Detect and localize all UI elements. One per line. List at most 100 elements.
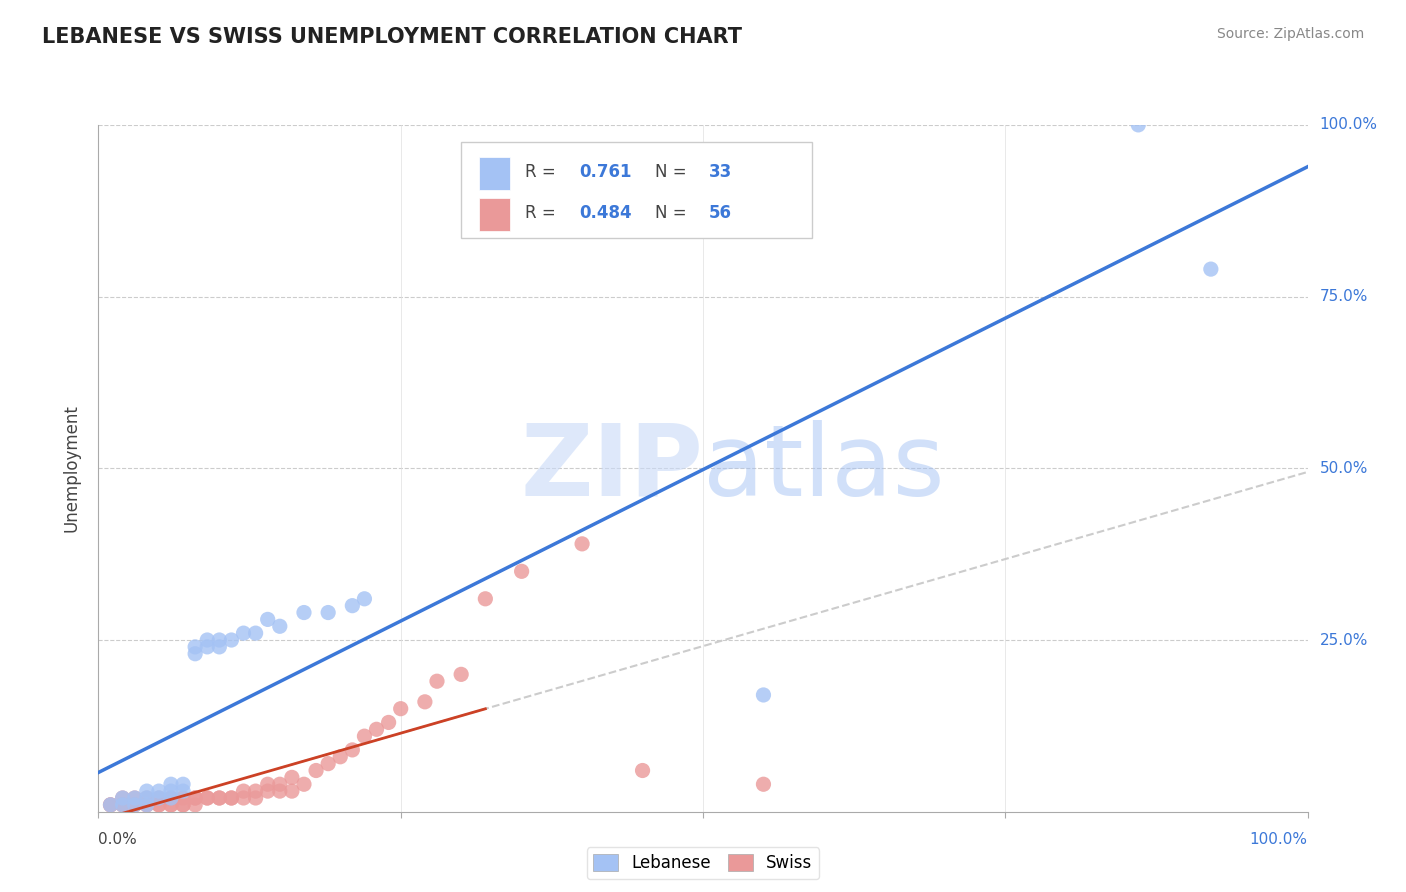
Text: ZIP: ZIP — [520, 420, 703, 516]
Point — [135, 797, 157, 812]
Text: 50.0%: 50.0% — [1320, 461, 1368, 475]
Point — [100, 797, 122, 812]
Text: Source: ZipAtlas.com: Source: ZipAtlas.com — [1216, 27, 1364, 41]
Point — [752, 777, 775, 791]
Point — [172, 797, 194, 812]
Text: 56: 56 — [709, 203, 733, 222]
Point — [148, 791, 170, 805]
Point — [111, 791, 134, 805]
Text: 0.0%: 0.0% — [98, 832, 138, 847]
Point — [148, 791, 170, 805]
Point — [329, 749, 352, 764]
Point — [245, 784, 267, 798]
Point — [413, 695, 436, 709]
Text: 0.761: 0.761 — [579, 162, 633, 180]
Point — [281, 770, 304, 785]
Point — [571, 537, 593, 551]
Point — [111, 797, 134, 812]
Point — [366, 723, 388, 737]
Point — [208, 640, 231, 654]
Point — [232, 791, 254, 805]
Text: 100.0%: 100.0% — [1320, 118, 1378, 132]
Point — [221, 791, 243, 805]
Point — [1199, 262, 1222, 277]
Y-axis label: Unemployment: Unemployment — [62, 404, 80, 533]
Point — [184, 647, 207, 661]
Point — [111, 797, 134, 812]
Point — [172, 791, 194, 805]
Point — [135, 797, 157, 812]
Text: LEBANESE VS SWISS UNEMPLOYMENT CORRELATION CHART: LEBANESE VS SWISS UNEMPLOYMENT CORRELATI… — [42, 27, 742, 46]
Point — [195, 633, 218, 648]
Legend: Lebanese, Swiss: Lebanese, Swiss — [586, 847, 820, 879]
Text: N =: N = — [655, 203, 692, 222]
Point — [269, 777, 291, 791]
Point — [426, 674, 449, 689]
Point — [100, 797, 122, 812]
Text: R =: R = — [526, 203, 561, 222]
Point — [353, 591, 375, 606]
Point — [148, 797, 170, 812]
Text: R =: R = — [526, 162, 561, 180]
Point — [256, 784, 278, 798]
Text: 75.0%: 75.0% — [1320, 289, 1368, 304]
Point — [292, 606, 315, 620]
Point — [269, 619, 291, 633]
Point — [124, 791, 146, 805]
Point — [148, 797, 170, 812]
Text: 33: 33 — [709, 162, 733, 180]
Point — [172, 797, 194, 812]
Text: 25.0%: 25.0% — [1320, 632, 1368, 648]
Point — [389, 701, 412, 715]
Point — [160, 791, 183, 805]
Point — [256, 612, 278, 626]
Point — [316, 756, 339, 771]
Point — [208, 633, 231, 648]
Point — [342, 743, 364, 757]
Point — [172, 777, 194, 791]
Point — [342, 599, 364, 613]
Point — [245, 626, 267, 640]
Point — [160, 797, 183, 812]
Point — [135, 791, 157, 805]
Point — [281, 784, 304, 798]
Point — [195, 791, 218, 805]
Point — [1128, 118, 1150, 132]
Point — [269, 784, 291, 798]
Point — [135, 791, 157, 805]
Point — [160, 791, 183, 805]
Point — [124, 797, 146, 812]
Point — [111, 791, 134, 805]
Point — [184, 797, 207, 812]
Point — [752, 688, 775, 702]
Point — [232, 784, 254, 798]
Point — [450, 667, 472, 681]
Point — [316, 606, 339, 620]
Point — [124, 797, 146, 812]
Point — [195, 791, 218, 805]
Bar — [479, 198, 509, 231]
Point — [256, 777, 278, 791]
Point — [100, 797, 122, 812]
Point — [148, 784, 170, 798]
Point — [221, 791, 243, 805]
Point — [221, 633, 243, 648]
Point — [474, 591, 496, 606]
Point — [111, 797, 134, 812]
Point — [208, 791, 231, 805]
Text: N =: N = — [655, 162, 692, 180]
Point — [208, 791, 231, 805]
Point — [245, 791, 267, 805]
Point — [195, 640, 218, 654]
Text: atlas: atlas — [703, 420, 945, 516]
Point — [377, 715, 399, 730]
Point — [160, 784, 183, 798]
Point — [160, 777, 183, 791]
Point — [353, 729, 375, 743]
Point — [184, 791, 207, 805]
Point — [232, 626, 254, 640]
Text: 0.484: 0.484 — [579, 203, 633, 222]
Bar — [479, 157, 509, 190]
Point — [292, 777, 315, 791]
Point — [124, 791, 146, 805]
